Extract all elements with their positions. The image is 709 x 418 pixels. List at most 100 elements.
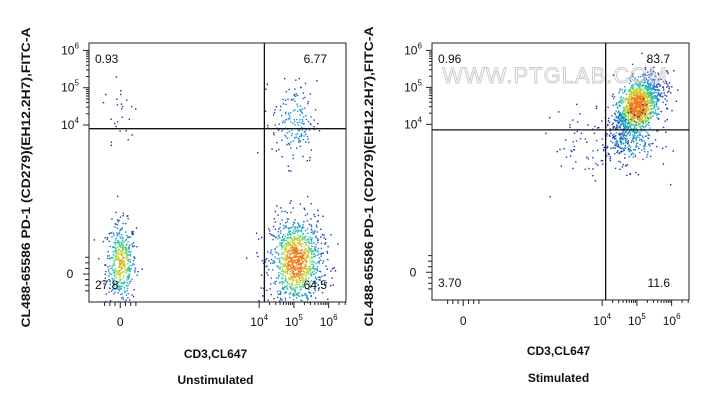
event-point	[608, 121, 611, 124]
event-point	[665, 81, 667, 83]
event-point	[126, 236, 129, 239]
event-point	[277, 214, 279, 216]
event-point	[108, 275, 110, 277]
event-point	[312, 261, 314, 263]
event-point	[290, 261, 293, 263]
event-point	[279, 242, 281, 244]
event-point	[313, 242, 315, 244]
event-point	[640, 112, 642, 115]
event-point	[100, 281, 102, 283]
event-point	[268, 260, 270, 262]
event-point	[306, 135, 309, 138]
event-point	[284, 259, 286, 261]
event-point	[109, 283, 111, 286]
event-point	[119, 264, 122, 266]
event-point	[549, 117, 551, 119]
event-point	[639, 116, 641, 119]
event-point	[628, 113, 630, 115]
event-point	[644, 115, 646, 117]
event-point	[302, 155, 304, 158]
event-point	[644, 118, 646, 120]
event-point	[285, 291, 287, 294]
event-point	[116, 219, 119, 221]
event-point	[127, 254, 129, 256]
event-point	[292, 240, 294, 242]
event-point	[639, 114, 641, 116]
event-point	[105, 293, 108, 295]
event-point	[282, 238, 284, 241]
event-point	[293, 94, 295, 97]
event-point	[136, 274, 138, 276]
event-point	[118, 263, 120, 265]
event-point	[310, 280, 312, 282]
event-point	[644, 74, 646, 76]
event-point	[626, 119, 629, 121]
plot-frame	[88, 42, 347, 303]
event-point	[287, 243, 290, 245]
event-point	[639, 115, 642, 118]
event-point	[292, 287, 294, 289]
event-point	[301, 227, 303, 229]
event-point	[309, 247, 311, 249]
event-point	[120, 252, 123, 254]
event-point	[312, 292, 315, 294]
event-point	[648, 134, 650, 137]
event-point	[290, 236, 292, 239]
event-point	[307, 239, 310, 241]
event-point	[307, 120, 310, 123]
event-point	[631, 105, 633, 107]
event-point	[639, 82, 641, 85]
event-point	[622, 112, 624, 114]
event-point	[119, 236, 121, 238]
event-point	[628, 82, 631, 84]
event-point	[120, 253, 122, 255]
x-tick-label: 104	[593, 312, 611, 328]
event-point	[284, 210, 286, 213]
event-point	[126, 234, 128, 237]
event-point	[118, 249, 121, 251]
event-point	[637, 93, 639, 96]
event-point	[301, 112, 304, 114]
event-point	[316, 231, 318, 233]
event-point	[118, 252, 120, 254]
event-point	[592, 175, 594, 177]
event-point	[286, 144, 288, 146]
event-point	[288, 170, 290, 172]
event-point	[641, 139, 644, 141]
event-point	[301, 255, 303, 258]
event-point	[273, 218, 275, 220]
event-point	[127, 139, 129, 141]
event-point	[113, 282, 115, 284]
event-point	[127, 236, 129, 239]
event-point	[316, 254, 319, 256]
event-point	[619, 168, 621, 170]
event-point	[289, 287, 292, 289]
event-point	[647, 71, 649, 73]
event-point	[627, 120, 630, 122]
event-point	[300, 255, 303, 257]
event-point	[120, 259, 122, 262]
event-point	[622, 113, 624, 115]
event-point	[666, 82, 668, 85]
event-point	[270, 251, 272, 253]
event-point	[277, 129, 280, 131]
event-point	[627, 127, 629, 129]
event-point	[117, 270, 119, 272]
event-point	[128, 258, 130, 261]
event-point	[280, 207, 282, 209]
event-point	[645, 122, 647, 124]
event-point	[305, 294, 307, 296]
event-point	[123, 264, 125, 267]
event-point	[649, 112, 651, 115]
event-point	[120, 234, 123, 236]
event-point	[645, 119, 647, 122]
event-point	[646, 97, 649, 100]
event-point	[612, 97, 615, 100]
event-point	[305, 260, 307, 262]
event-point	[128, 282, 131, 285]
event-point	[650, 72, 652, 75]
event-point	[634, 154, 637, 157]
event-point	[313, 255, 315, 258]
event-point	[124, 239, 127, 242]
event-point	[313, 231, 315, 233]
